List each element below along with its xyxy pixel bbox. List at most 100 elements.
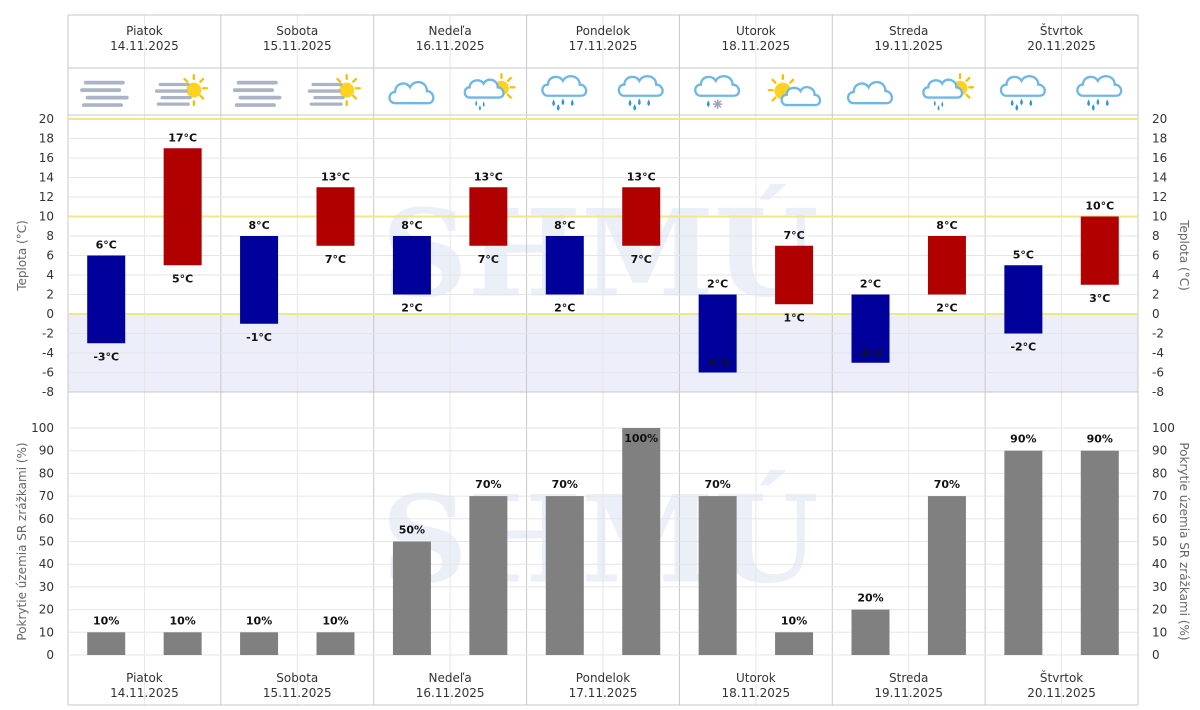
precip-tick-right: 70 bbox=[1152, 489, 1167, 503]
temp-label-high: 8°C bbox=[401, 219, 422, 232]
watermark-text: SHMÚ bbox=[381, 184, 819, 325]
precip-tick-right: 50 bbox=[1152, 535, 1167, 549]
precip-bar bbox=[622, 428, 661, 655]
precip-tick-left: 0 bbox=[46, 648, 54, 662]
precip-tick-left: 30 bbox=[39, 580, 54, 594]
precip-tick-right: 10 bbox=[1152, 625, 1167, 639]
precip-tick-left: 80 bbox=[39, 466, 54, 480]
watermark-text: SHMÚ bbox=[381, 470, 819, 611]
temp-label-low: 5°C bbox=[172, 272, 193, 285]
day-header-date: 20.11.2025 bbox=[1027, 39, 1096, 53]
day-footer-name: Piatok bbox=[126, 671, 163, 685]
day-headers: Piatok14.11.2025Piatok14.11.2025Sobota15… bbox=[110, 23, 1096, 700]
temp-tick-left: 0 bbox=[46, 307, 54, 321]
temp-label-high: 8°C bbox=[554, 219, 575, 232]
temp-tick-left: 4 bbox=[46, 268, 54, 282]
day-footer-date: 14.11.2025 bbox=[110, 686, 179, 700]
sun-cloud-rain-icon bbox=[463, 73, 516, 112]
watermark-layer: SHMÚ SHMÚ bbox=[381, 184, 819, 611]
temp-tick-left: 8 bbox=[46, 229, 54, 243]
fog-icon bbox=[232, 80, 282, 108]
precip-bar bbox=[1080, 450, 1119, 655]
precip-axis-title-right: Pokrytie územia SR zrážkami (%) bbox=[1177, 442, 1191, 640]
temp-tick-right: 16 bbox=[1152, 151, 1167, 165]
precip-tick-left: 50 bbox=[39, 535, 54, 549]
precip-bar bbox=[1004, 450, 1043, 655]
precip-tick-left: 60 bbox=[39, 512, 54, 526]
day-header-name: Piatok bbox=[126, 24, 163, 38]
temp-label-low: 1°C bbox=[783, 311, 804, 324]
temp-label-low: -5°C bbox=[858, 347, 884, 360]
temp-tick-left: 10 bbox=[39, 210, 54, 224]
cloud-rain-icon bbox=[999, 74, 1047, 112]
precip-bar bbox=[851, 609, 890, 655]
sun-cloud-icon bbox=[767, 73, 822, 107]
day-header-name: Štvrtok bbox=[1040, 23, 1083, 38]
precip-label: 50% bbox=[399, 524, 425, 537]
temp-bar-min bbox=[698, 294, 737, 373]
temp-bar-min bbox=[392, 236, 431, 295]
temp-tick-right: 12 bbox=[1152, 190, 1167, 204]
cloud-rain-icon bbox=[541, 74, 588, 112]
day-footer-date: 15.11.2025 bbox=[263, 686, 332, 700]
temp-label-low: 2°C bbox=[554, 302, 575, 315]
cloud-rain-icon bbox=[1076, 74, 1123, 112]
temp-label-low: 3°C bbox=[1089, 292, 1110, 305]
precip-tick-right: 20 bbox=[1152, 603, 1167, 617]
temp-tick-left: -4 bbox=[42, 346, 54, 360]
precip-axis-title-left: Pokrytie územia SR zrážkami (%) bbox=[15, 442, 29, 640]
temp-bar-max bbox=[622, 187, 661, 246]
precip-tick-right: 40 bbox=[1152, 557, 1167, 571]
precip-label: 70% bbox=[704, 478, 730, 491]
temp-bar-max bbox=[469, 187, 508, 246]
precip-tick-left: 90 bbox=[39, 444, 54, 458]
temp-tick-right: 2 bbox=[1152, 288, 1160, 302]
temp-tick-right: 14 bbox=[1152, 171, 1167, 185]
precip-label: 70% bbox=[552, 478, 578, 491]
temp-tick-left: 2 bbox=[46, 288, 54, 302]
temp-tick-left: 18 bbox=[39, 132, 54, 146]
precip-bar bbox=[87, 632, 126, 655]
precip-bar bbox=[240, 632, 279, 655]
precip-label: 10% bbox=[781, 614, 807, 627]
temp-bar-min bbox=[1004, 265, 1043, 334]
precip-tick-left: 10 bbox=[39, 625, 54, 639]
temp-tick-left: 16 bbox=[39, 151, 54, 165]
precip-bar bbox=[469, 496, 508, 655]
temp-tick-right: 6 bbox=[1152, 249, 1160, 263]
temp-bar-min bbox=[87, 255, 126, 344]
precip-bar bbox=[698, 496, 737, 655]
temp-tick-left: -8 bbox=[42, 385, 54, 399]
day-footer-name: Streda bbox=[889, 671, 928, 685]
temp-label-low: 7°C bbox=[631, 253, 652, 266]
precip-tick-right: 0 bbox=[1152, 648, 1160, 662]
temp-label-low: 7°C bbox=[478, 253, 499, 266]
precip-tick-right: 80 bbox=[1152, 466, 1167, 480]
precip-label: 20% bbox=[857, 592, 883, 605]
precip-tick-right: 90 bbox=[1152, 444, 1167, 458]
day-footer-date: 20.11.2025 bbox=[1027, 686, 1096, 700]
temp-label-high: 8°C bbox=[248, 219, 269, 232]
day-footer-name: Nedeľa bbox=[429, 671, 472, 685]
precip-label: 10% bbox=[322, 614, 348, 627]
temp-axis-title-left: Teplota (°C) bbox=[15, 220, 29, 292]
temp-label-low: -6°C bbox=[705, 357, 731, 370]
day-footer-date: 17.11.2025 bbox=[569, 686, 638, 700]
day-footer-name: Sobota bbox=[276, 671, 318, 685]
temp-label-low: 2°C bbox=[936, 302, 957, 315]
temp-label-low: 2°C bbox=[401, 302, 422, 315]
weather-icons bbox=[79, 73, 1123, 112]
temp-label-high: 2°C bbox=[707, 278, 728, 291]
day-header-name: Streda bbox=[889, 24, 928, 38]
temp-tick-right: 4 bbox=[1152, 268, 1160, 282]
day-footer-name: Utorok bbox=[736, 671, 776, 685]
temp-tick-left: 12 bbox=[39, 190, 54, 204]
temp-tick-left: 20 bbox=[39, 112, 54, 126]
day-footer-date: 19.11.2025 bbox=[874, 686, 943, 700]
precip-tick-left: 40 bbox=[39, 557, 54, 571]
temp-tick-right: 18 bbox=[1152, 132, 1167, 146]
sun-haze-icon bbox=[307, 73, 362, 107]
precip-tick-right: 60 bbox=[1152, 512, 1167, 526]
